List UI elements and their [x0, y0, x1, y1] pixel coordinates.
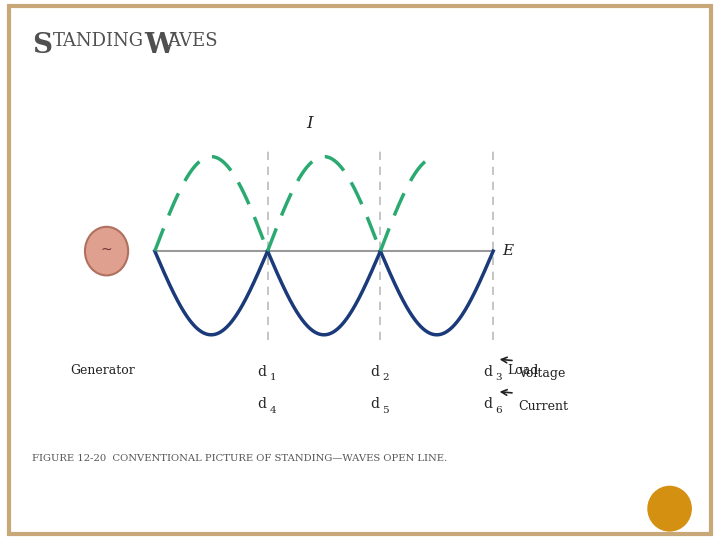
- Text: d: d: [483, 364, 492, 379]
- Text: 2: 2: [382, 373, 389, 382]
- Text: I: I: [306, 116, 313, 132]
- Text: d: d: [257, 397, 266, 411]
- Text: W: W: [144, 32, 175, 59]
- Text: Generator: Generator: [71, 364, 135, 377]
- Text: Load: Load: [508, 364, 539, 377]
- Text: 6: 6: [495, 406, 502, 415]
- Text: Voltage: Voltage: [518, 367, 566, 380]
- Text: S: S: [32, 32, 53, 59]
- Text: ~: ~: [101, 242, 112, 256]
- Text: TANDING: TANDING: [53, 32, 143, 50]
- Ellipse shape: [647, 486, 692, 531]
- Text: 4: 4: [269, 406, 276, 415]
- Text: Current: Current: [518, 400, 568, 413]
- Text: E: E: [503, 244, 513, 258]
- Text: d: d: [257, 364, 266, 379]
- Text: 1: 1: [269, 373, 276, 382]
- Text: 5: 5: [382, 406, 389, 415]
- Text: d: d: [370, 397, 379, 411]
- Text: FIGURE 12-20  CONVENTIONAL PICTURE OF STANDING—WAVES OPEN LINE.: FIGURE 12-20 CONVENTIONAL PICTURE OF STA…: [32, 454, 448, 463]
- Text: d: d: [483, 397, 492, 411]
- Text: AVES: AVES: [167, 32, 217, 50]
- Text: d: d: [370, 364, 379, 379]
- FancyBboxPatch shape: [9, 6, 711, 534]
- Ellipse shape: [85, 227, 128, 275]
- Text: 3: 3: [495, 373, 502, 382]
